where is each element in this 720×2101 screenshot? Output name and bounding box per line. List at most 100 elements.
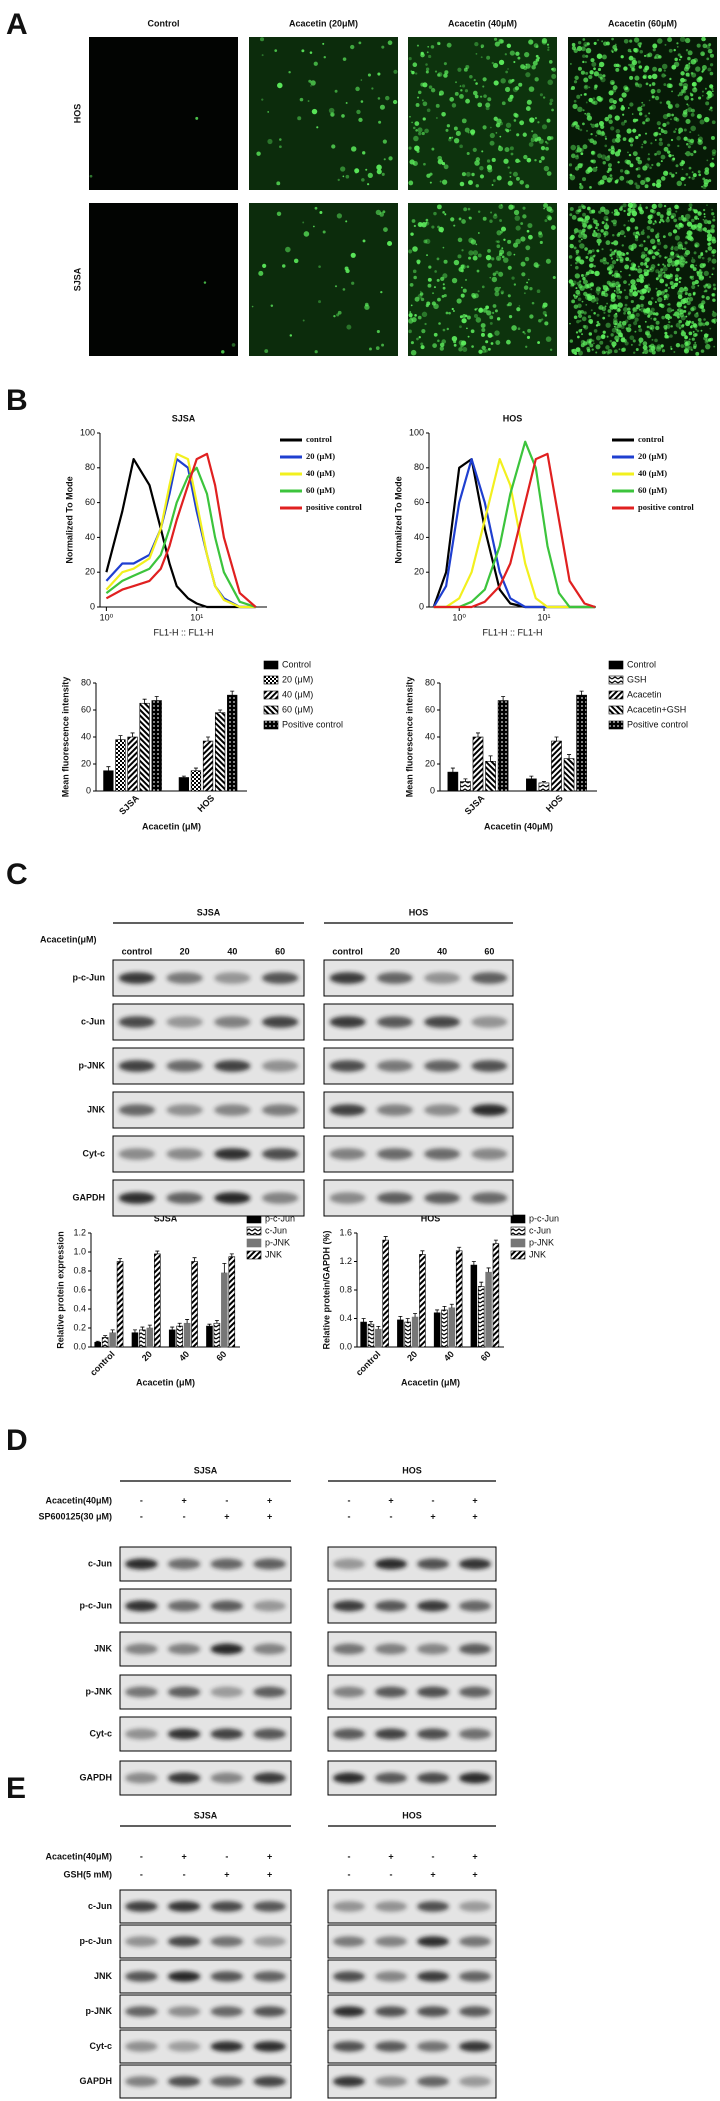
cell: [677, 244, 684, 250]
treatment-sign: +: [430, 1869, 435, 1879]
panel-label: C: [6, 858, 28, 891]
cell: [690, 125, 696, 132]
cell: [547, 48, 550, 51]
cell: [666, 112, 671, 118]
cell: [609, 106, 613, 110]
band: [125, 1558, 158, 1570]
cell: [423, 239, 428, 244]
cell: [512, 171, 518, 177]
cell: [669, 281, 674, 286]
cell: [276, 211, 282, 216]
cell: [711, 157, 714, 160]
cell: [650, 264, 656, 269]
cell: [656, 232, 660, 236]
cell: [460, 89, 463, 92]
y-tick-label: 0: [90, 601, 95, 611]
legend-swatch: [510, 1238, 526, 1248]
cell: [640, 280, 643, 282]
treatment-sign: +: [472, 1495, 477, 1505]
cell: [632, 351, 636, 354]
bar: [183, 1322, 191, 1348]
cell: [644, 184, 649, 189]
cell: [454, 91, 459, 96]
legend-swatch: [263, 660, 279, 670]
cell: [499, 219, 503, 222]
cell: [595, 134, 597, 137]
cell: [509, 50, 515, 56]
cell: [437, 159, 444, 165]
cell: [613, 349, 618, 354]
treatment-sign: +: [472, 1511, 477, 1521]
cell: [474, 94, 479, 99]
cell: [279, 145, 282, 149]
cell: [598, 65, 601, 68]
cell: [628, 323, 632, 328]
cell: [195, 116, 199, 120]
x-axis-label: Acacetin (μM): [142, 821, 201, 831]
cell: [664, 327, 668, 331]
cell: [513, 283, 517, 286]
x-tick-label: HOS: [544, 793, 565, 814]
cell: [409, 282, 414, 287]
cell: [615, 137, 621, 143]
chart-title: HOS: [421, 1213, 441, 1223]
cell: [617, 161, 620, 164]
cell: [461, 172, 467, 177]
cell: [576, 154, 579, 157]
cell: [647, 157, 651, 161]
cell: [600, 229, 604, 233]
x-tick-label: 10¹: [190, 612, 203, 622]
cell: [541, 318, 544, 321]
cell: [629, 75, 634, 80]
cell: [456, 298, 462, 304]
cell: [437, 297, 441, 302]
cell: [333, 314, 336, 318]
cell: [592, 167, 598, 173]
cell: [582, 54, 586, 58]
cell: [621, 244, 624, 247]
blot: [327, 1588, 497, 1624]
cell: [531, 301, 535, 305]
cell: [588, 224, 593, 229]
cell: [489, 140, 495, 146]
cell: [575, 249, 580, 254]
cell: [665, 171, 668, 174]
cell: [598, 306, 602, 310]
cell: [630, 299, 634, 304]
cell: [653, 251, 656, 255]
cell: [577, 106, 583, 113]
y-tick-label: 80: [425, 677, 435, 687]
cell: [650, 228, 655, 233]
cell: [606, 280, 611, 285]
cell: [595, 226, 598, 230]
cell: [446, 124, 451, 128]
cell: [358, 41, 362, 45]
cell: [651, 203, 657, 209]
cell: [650, 142, 653, 145]
cell: [375, 346, 380, 350]
cell: [547, 79, 554, 86]
protein-label: c-Jun: [88, 1901, 112, 1911]
cell: [582, 218, 587, 223]
y-tick-label: 60: [414, 497, 424, 507]
cell: [593, 41, 597, 45]
cell: [658, 275, 661, 278]
cell: [602, 330, 606, 334]
cell: [655, 312, 659, 316]
error-bar: [218, 709, 223, 713]
cell: [496, 230, 502, 236]
cell: [653, 317, 657, 321]
cell: [672, 154, 674, 157]
legend-swatch: [263, 675, 279, 685]
band: [166, 1060, 203, 1072]
cell: [429, 172, 433, 176]
cell: [611, 280, 616, 285]
cell: [581, 316, 587, 322]
cell: [525, 63, 531, 69]
cell: [694, 333, 698, 337]
cell: [627, 310, 632, 315]
cell: [577, 350, 583, 356]
cell: [689, 131, 692, 134]
cell: [412, 126, 416, 130]
cell: [686, 219, 689, 222]
